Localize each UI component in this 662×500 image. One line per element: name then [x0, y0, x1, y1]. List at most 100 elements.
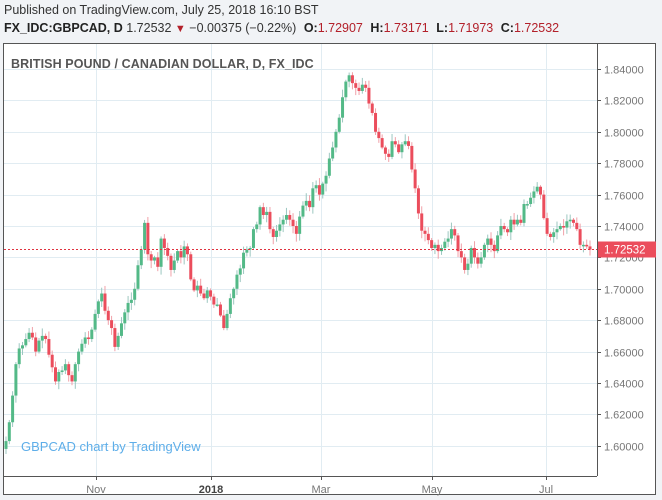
- candle-up: [119, 323, 123, 336]
- candle-down: [512, 219, 516, 225]
- candle-up: [123, 312, 127, 324]
- candle-up: [532, 191, 536, 198]
- candle-up: [301, 205, 305, 217]
- candle-down: [350, 75, 354, 84]
- candle-down: [156, 257, 160, 267]
- candle-down: [364, 84, 368, 88]
- candle-up: [4, 441, 8, 449]
- candle-down: [146, 222, 150, 255]
- candle-up: [37, 340, 41, 352]
- candle-up: [496, 235, 500, 252]
- candle-down: [308, 200, 312, 208]
- price-change: −0.00375 (−0.22%): [189, 21, 297, 35]
- price-axis-label: 1.84000: [604, 65, 644, 77]
- candle-up: [400, 144, 404, 153]
- candle-down: [268, 211, 272, 230]
- candle-down: [572, 219, 576, 223]
- candle-down: [506, 229, 510, 233]
- candle-up: [176, 251, 180, 261]
- candle-up: [129, 299, 133, 303]
- candle-up: [17, 348, 21, 365]
- candle-down: [209, 290, 213, 297]
- candle-down: [383, 147, 387, 154]
- price-axis-label: 1.74000: [604, 222, 644, 234]
- symbol-legend: FX_IDC:GBPCAD, D 1.72532 ▼ −0.00375 (−0.…: [4, 21, 559, 35]
- candle-up: [314, 185, 318, 189]
- candle-up: [555, 229, 559, 233]
- candle-up: [182, 246, 186, 258]
- candle-down: [575, 222, 579, 230]
- candle-down: [374, 112, 378, 132]
- candle-up: [225, 313, 229, 329]
- candle-down: [288, 215, 292, 220]
- candle-up: [311, 188, 315, 208]
- candle-down: [44, 335, 48, 340]
- price-axis-label: 1.70000: [604, 285, 644, 297]
- candle-down: [367, 87, 371, 104]
- candle-down: [430, 240, 434, 248]
- time-axis-label: Nov: [86, 484, 106, 496]
- candle-up: [515, 219, 519, 225]
- candle-down: [459, 251, 463, 258]
- candle-up: [172, 260, 176, 270]
- candle-up: [433, 244, 437, 248]
- time-axis-label: May: [422, 484, 443, 496]
- candle-up: [159, 238, 163, 267]
- candle-up: [469, 247, 473, 264]
- candle-down: [413, 169, 417, 189]
- candle-up: [83, 337, 87, 344]
- candle-down: [70, 375, 74, 382]
- candle-down: [456, 235, 460, 252]
- candle-up: [215, 304, 219, 306]
- watermark-link[interactable]: GBPCAD chart by TradingView: [21, 439, 201, 454]
- candle-up: [403, 141, 407, 145]
- candle-down: [423, 230, 427, 234]
- candle-up: [449, 229, 453, 239]
- candle-up: [20, 345, 24, 349]
- candle-down: [113, 328, 117, 347]
- candle-down: [261, 207, 265, 216]
- candle-up: [334, 131, 338, 148]
- candle-up: [535, 186, 539, 192]
- candle-down: [291, 219, 295, 226]
- candle-up: [14, 364, 18, 396]
- close-value: 1.72532: [513, 21, 560, 35]
- candle-down: [542, 194, 546, 219]
- symbol-label: FX_IDC:GBPCAD, D: [4, 21, 123, 35]
- candle-down: [397, 144, 401, 153]
- candle-up: [93, 313, 97, 330]
- candle-up: [278, 224, 282, 231]
- low-value: 1.71973: [448, 21, 494, 35]
- candle-down: [162, 238, 166, 248]
- candle-down: [476, 257, 480, 264]
- candle-down: [202, 293, 206, 299]
- candle-up: [255, 224, 259, 230]
- candle-up: [195, 285, 199, 291]
- candle-down: [222, 315, 226, 329]
- candle-down: [169, 255, 173, 270]
- price-axis-label: 1.80000: [604, 128, 644, 140]
- candle-up: [327, 158, 331, 176]
- candle-up: [232, 288, 236, 299]
- candle-down: [294, 226, 298, 234]
- candle-up: [509, 219, 513, 233]
- candle-down: [562, 226, 566, 228]
- candle-up: [27, 332, 31, 340]
- candle-up: [482, 244, 486, 258]
- last-price-label: 1.72532: [604, 245, 646, 257]
- candle-up: [525, 204, 529, 206]
- candle-up: [281, 219, 285, 225]
- candle-down: [548, 233, 552, 237]
- price-axis-label: 1.78000: [604, 159, 644, 171]
- candle-up: [205, 290, 209, 299]
- candle-down: [179, 251, 183, 258]
- candle-down: [416, 188, 420, 214]
- candle-up: [57, 372, 61, 382]
- candle-up: [298, 216, 302, 234]
- candle-down: [185, 246, 189, 255]
- candle-up: [331, 147, 335, 159]
- candle-up: [73, 364, 77, 382]
- price-axis-label: 1.62000: [604, 410, 644, 422]
- candle-up: [242, 252, 246, 269]
